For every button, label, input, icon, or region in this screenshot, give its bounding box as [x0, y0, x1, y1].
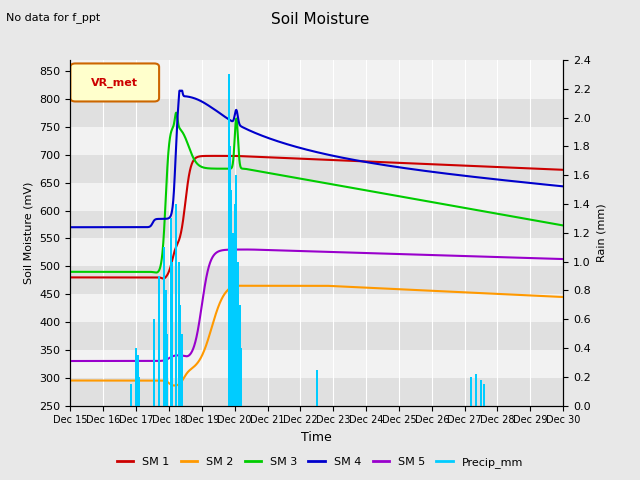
- Legend: SM 1, SM 2, SM 3, SM 4, SM 5, Precip_mm: SM 1, SM 2, SM 3, SM 4, SM 5, Precip_mm: [112, 452, 528, 472]
- Bar: [232, 233, 234, 406]
- FancyBboxPatch shape: [70, 63, 159, 101]
- Text: No data for f_ppt: No data for f_ppt: [6, 12, 100, 23]
- Y-axis label: Rain (mm): Rain (mm): [596, 204, 606, 262]
- Bar: [316, 370, 318, 406]
- Bar: [234, 204, 236, 406]
- Bar: [181, 334, 183, 406]
- Bar: [470, 377, 472, 406]
- Bar: [228, 74, 230, 406]
- Bar: [178, 262, 180, 406]
- Bar: [164, 290, 166, 406]
- Bar: [170, 218, 172, 406]
- Text: VR_met: VR_met: [92, 77, 138, 87]
- Bar: [230, 190, 232, 406]
- Bar: [179, 305, 182, 406]
- Bar: [130, 384, 132, 406]
- Bar: [70, 378, 563, 406]
- Bar: [70, 322, 563, 350]
- Bar: [239, 305, 241, 406]
- Bar: [483, 384, 485, 406]
- X-axis label: Time: Time: [301, 431, 332, 444]
- Bar: [137, 355, 139, 406]
- Bar: [153, 319, 155, 406]
- Bar: [163, 247, 165, 406]
- Bar: [70, 99, 563, 127]
- Bar: [240, 348, 242, 406]
- Bar: [158, 276, 160, 406]
- Bar: [166, 334, 168, 406]
- Bar: [70, 211, 563, 239]
- Bar: [175, 204, 177, 406]
- Bar: [228, 146, 231, 406]
- Bar: [135, 348, 137, 406]
- Text: Soil Moisture: Soil Moisture: [271, 12, 369, 27]
- Bar: [172, 262, 173, 406]
- Bar: [236, 175, 237, 406]
- Bar: [475, 374, 477, 406]
- Bar: [138, 377, 140, 406]
- Bar: [70, 155, 563, 182]
- Bar: [480, 380, 482, 406]
- Y-axis label: Soil Moisture (mV): Soil Moisture (mV): [24, 181, 34, 284]
- Bar: [70, 266, 563, 294]
- Bar: [237, 262, 239, 406]
